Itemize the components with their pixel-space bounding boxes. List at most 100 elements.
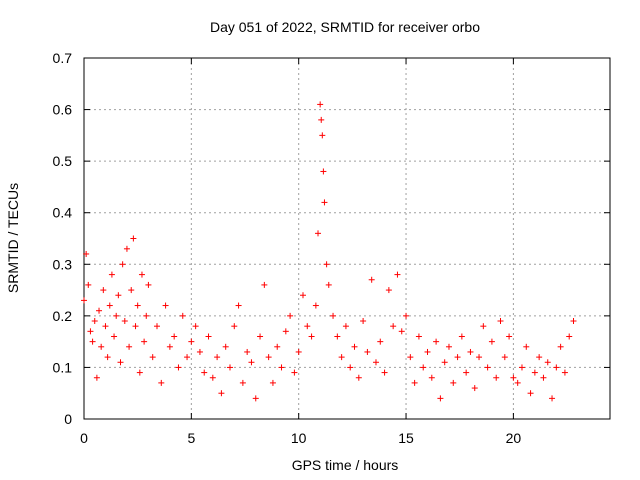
y-tick-label: 0.1 [53,359,73,375]
data-point [106,302,113,309]
data-point [226,364,233,371]
y-tick-label: 0.5 [53,153,73,169]
data-point [428,374,435,381]
data-point [111,333,118,340]
y-axis-ticks: 0 0.1 0.2 0.3 0.4 0.5 0.6 0.7 [53,50,610,427]
data-point [299,292,306,299]
data-point [196,348,203,355]
data-point [235,302,242,309]
data-point [184,354,191,361]
x-axis-label: GPS time / hours [292,457,399,473]
data-point [476,354,483,361]
x-tick-label: 0 [80,430,88,446]
data-point [162,302,169,309]
data-point [171,333,178,340]
data-point [445,343,452,350]
data-points [81,101,577,402]
data-point [91,318,98,325]
data-point [527,390,534,397]
data-point [231,323,238,330]
data-point [553,364,560,371]
y-tick-label: 0.4 [53,205,73,221]
data-point [463,369,470,376]
data-point [403,312,410,319]
data-point [523,343,530,350]
data-point [437,395,444,402]
data-point [536,354,543,361]
x-tick-label: 5 [187,430,195,446]
data-point [100,287,107,294]
data-point [415,333,422,340]
data-point [175,364,182,371]
y-tick-label: 0.3 [53,256,73,272]
data-point [308,333,315,340]
data-point [145,281,152,288]
data-point [188,338,195,345]
data-point [544,359,551,366]
data-point [222,343,229,350]
data-point [381,369,388,376]
data-point [407,354,414,361]
data-point [126,343,133,350]
data-point [323,261,330,268]
data-point [488,338,495,345]
data-point [121,318,128,325]
data-point [304,323,311,330]
data-point [130,235,137,242]
data-point [98,343,105,350]
data-point [493,374,500,381]
data-point [115,292,122,299]
data-point [143,312,150,319]
data-point [377,338,384,345]
data-point [149,354,156,361]
data-point [364,348,371,355]
data-point [218,390,225,397]
data-point [134,302,141,309]
data-point [319,132,326,139]
data-point [317,101,324,108]
data-point [347,364,354,371]
data-point [128,287,135,294]
data-point [497,318,504,325]
data-point [158,379,165,386]
data-point [510,374,517,381]
data-point [433,338,440,345]
data-point [201,369,208,376]
data-point [321,199,328,206]
x-tick-label: 20 [506,430,522,446]
y-tick-label: 0.7 [53,50,73,66]
data-point [441,359,448,366]
data-point [87,328,94,335]
data-point [506,333,513,340]
data-point [398,328,405,335]
data-point [205,333,212,340]
data-point [531,369,538,376]
data-point [295,348,302,355]
y-axis-label: SRMTID / TECUs [5,183,21,293]
y-tick-label: 0.2 [53,308,73,324]
data-point [81,297,87,304]
data-point [136,369,143,376]
data-point [454,354,461,361]
data-point [265,354,272,361]
data-point [96,307,103,314]
data-point [209,374,216,381]
data-point [119,261,126,268]
data-point [244,348,251,355]
data-point [166,343,173,350]
x-tick-label: 10 [291,430,307,446]
data-point [334,333,341,340]
data-point [318,116,325,123]
data-point [394,271,401,278]
data-point [372,359,379,366]
data-point [549,395,556,402]
y-tick-label: 0 [64,411,72,427]
plot-frame [83,57,611,420]
data-point [141,338,148,345]
data-point [287,312,294,319]
data-point [89,338,96,345]
data-point [132,323,139,330]
data-point [390,323,397,330]
data-point [312,302,319,309]
data-point [257,333,264,340]
